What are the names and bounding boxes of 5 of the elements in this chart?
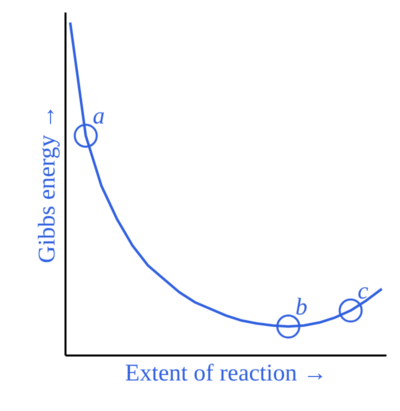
annotation: a [92,104,105,130]
annotation: b [295,294,308,321]
annotation: c [358,278,369,305]
x-axis-title: Extent of reaction → [125,360,327,386]
y-axis-title: Gibbs energy → [34,104,60,264]
